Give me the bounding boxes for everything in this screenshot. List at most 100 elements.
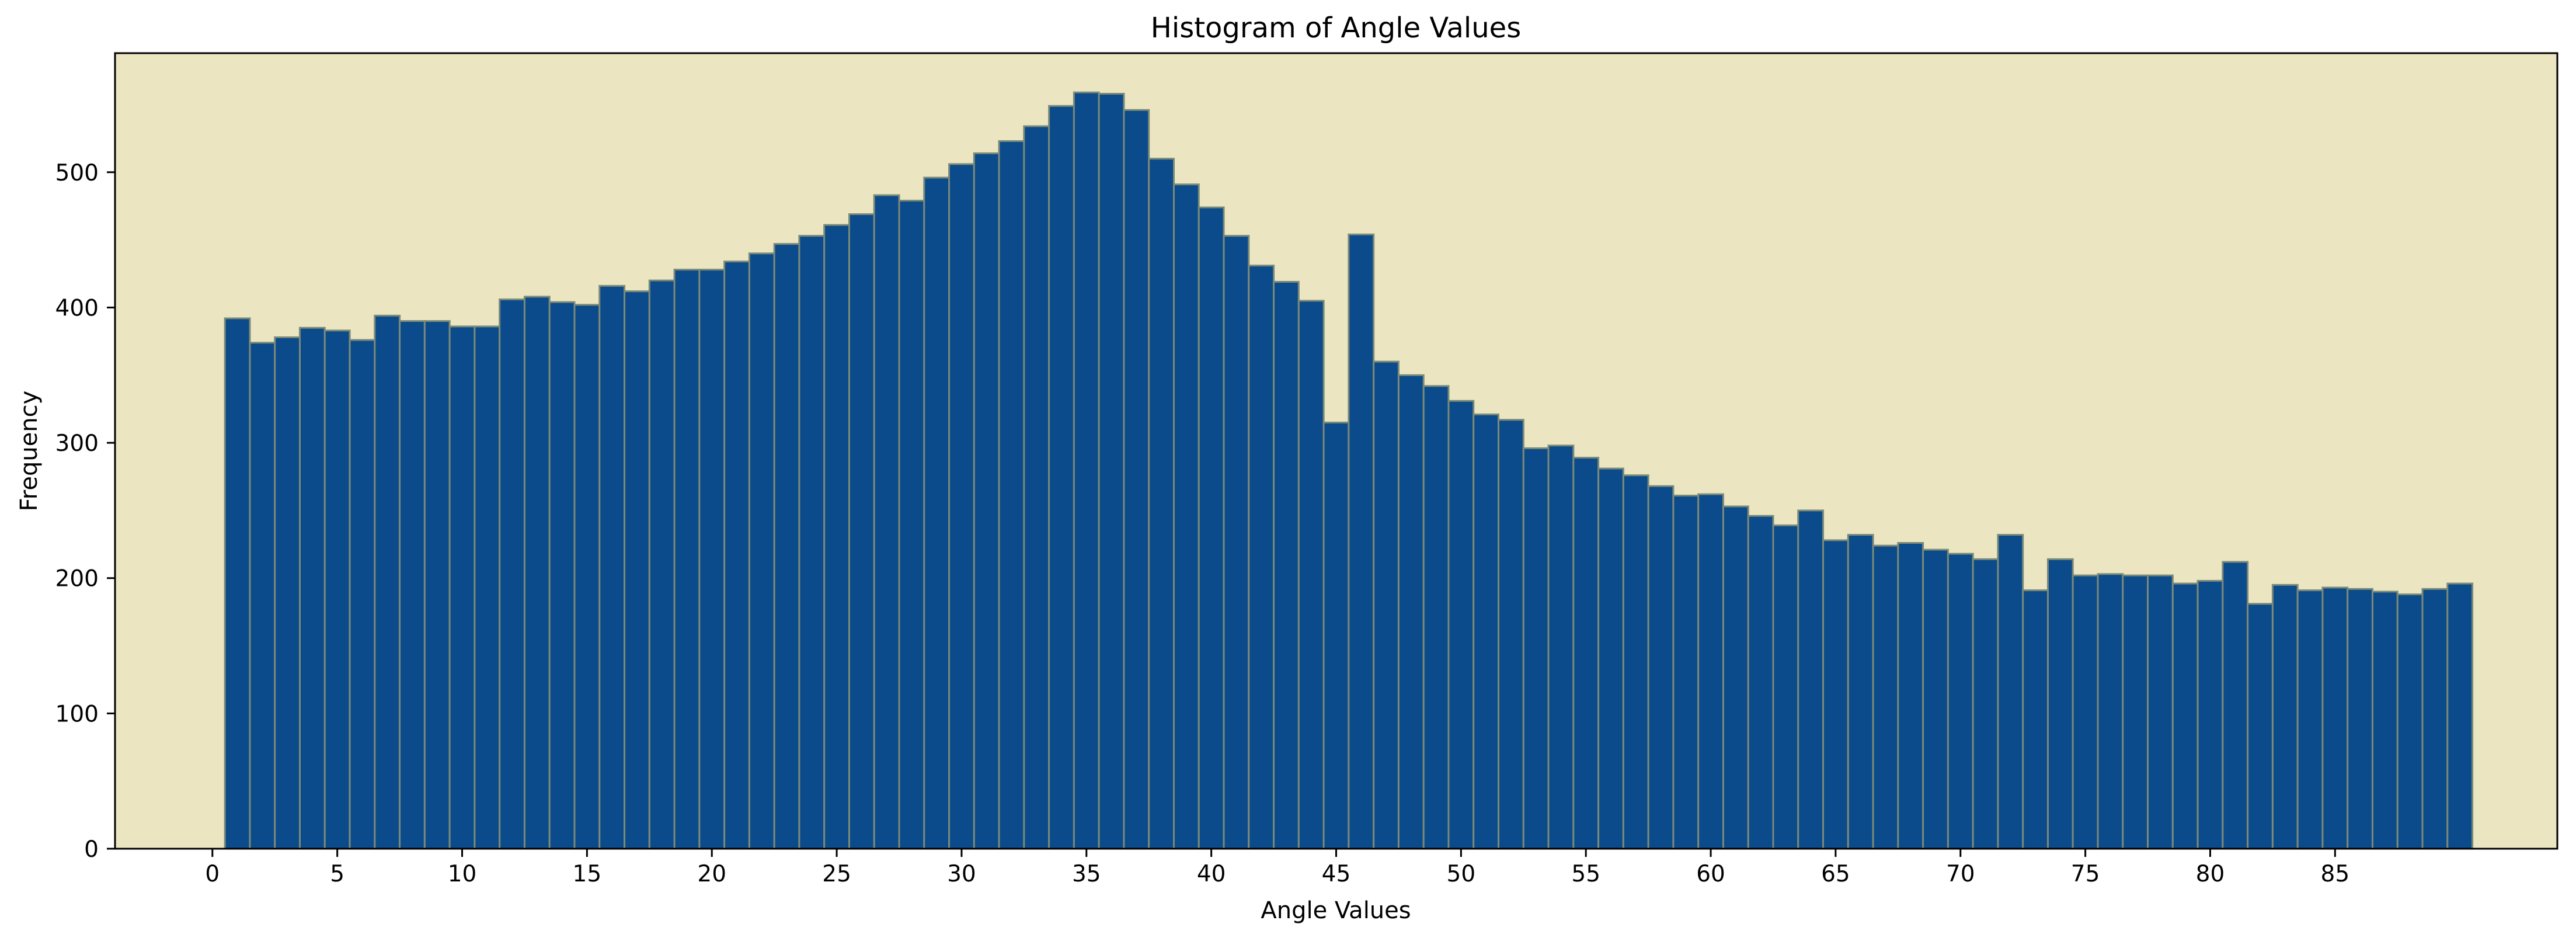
histogram-bar xyxy=(399,320,426,850)
histogram-bar xyxy=(1997,534,2024,850)
histogram-bar xyxy=(2321,586,2349,850)
histogram-bar xyxy=(1198,206,1225,850)
histogram-bar xyxy=(448,325,476,850)
histogram-bar xyxy=(1248,265,1275,850)
histogram-bar xyxy=(2171,582,2199,850)
histogram-bar xyxy=(374,314,401,850)
histogram-bar xyxy=(249,342,276,850)
y-tick-label: 200 xyxy=(55,566,99,592)
histogram-bar xyxy=(224,317,251,850)
histogram-bar xyxy=(1722,505,1749,850)
x-tick-label: 65 xyxy=(1821,861,1850,887)
histogram-bar xyxy=(1822,539,1849,850)
histogram-bar xyxy=(1023,125,1050,850)
x-tick-label: 80 xyxy=(2196,861,2225,887)
histogram-bar xyxy=(1672,494,1700,850)
histogram-bar xyxy=(1498,419,1524,850)
histogram-bar xyxy=(299,327,326,850)
histogram-bar xyxy=(1897,542,1924,850)
x-tick-label: 0 xyxy=(205,861,220,887)
histogram-bar xyxy=(1397,374,1425,850)
histogram-bar xyxy=(1772,524,1799,850)
y-axis-label: Frequency xyxy=(16,391,43,512)
histogram-bar xyxy=(1522,447,1550,850)
histogram-bar xyxy=(2421,588,2449,850)
histogram-bar xyxy=(1373,360,1400,850)
histogram-bar xyxy=(624,290,650,850)
histogram-bar xyxy=(548,301,576,850)
histogram-bar xyxy=(1348,233,1375,850)
histogram-bar xyxy=(1697,493,1724,850)
histogram-bar xyxy=(274,336,301,850)
histogram-bar xyxy=(1622,474,1649,850)
histogram-bar xyxy=(2222,561,2249,850)
y-axis-ticks: 0 100 200 300 400 500 xyxy=(55,160,115,863)
histogram-bar xyxy=(2147,574,2174,850)
histogram-bar xyxy=(1597,467,1624,850)
x-axis-label: Angle Values xyxy=(1261,897,1411,924)
x-tick-label: 30 xyxy=(947,861,976,887)
histogram-bar xyxy=(648,279,676,850)
x-tick-label: 70 xyxy=(1946,861,1975,887)
histogram-bar xyxy=(1223,235,1250,850)
histogram-bar xyxy=(1797,509,1825,850)
histogram-bar xyxy=(1872,544,1899,850)
histogram-bar xyxy=(1547,445,1575,850)
histogram-bar xyxy=(2396,593,2424,850)
x-axis-ticks: 0 5 10 15 20 25 30 35 40 45 50 55 60 65 70 75 80 85 xyxy=(205,849,2349,887)
histogram-bar xyxy=(598,284,626,850)
histogram-bar xyxy=(1647,485,1675,850)
histogram-bar xyxy=(2371,591,2399,850)
histogram-bar xyxy=(698,269,726,850)
histogram-bar xyxy=(323,329,351,850)
histogram-bar xyxy=(1947,553,1974,850)
histogram-bar xyxy=(349,339,376,850)
histogram-bar xyxy=(1073,91,1100,850)
histogram-bar xyxy=(2022,589,2049,850)
x-tick-label: 20 xyxy=(697,861,726,887)
x-tick-label: 85 xyxy=(2321,861,2350,887)
histogram-bar xyxy=(1098,92,1125,850)
histogram-bar xyxy=(723,261,750,850)
bars-group xyxy=(224,91,2474,850)
histogram-bar xyxy=(474,325,501,850)
histogram-bar xyxy=(773,243,800,850)
histogram-bar xyxy=(998,140,1025,850)
histogram-bar xyxy=(748,252,775,850)
x-tick-label: 25 xyxy=(822,861,851,887)
histogram-bar xyxy=(1297,300,1325,850)
histogram-bar xyxy=(2196,579,2224,850)
histogram-bar xyxy=(1273,280,1300,850)
x-tick-label: 15 xyxy=(573,861,602,887)
histogram-bar xyxy=(499,298,525,850)
histogram-bar xyxy=(1747,515,1774,850)
histogram-bar xyxy=(1172,183,1200,850)
histogram-bar xyxy=(1572,457,1600,850)
histogram-bar xyxy=(898,199,925,850)
histogram-bar xyxy=(823,224,850,850)
x-tick-label: 35 xyxy=(1072,861,1101,887)
histogram-bar xyxy=(1148,158,1175,850)
histogram-bar xyxy=(423,320,451,850)
histogram-bar xyxy=(1123,109,1150,850)
histogram-bar xyxy=(1322,421,1350,850)
y-tick-label: 300 xyxy=(55,430,99,457)
histogram-bar xyxy=(1473,413,1500,850)
histogram-bar xyxy=(2347,588,2373,850)
x-tick-label: 50 xyxy=(1447,861,1476,887)
histogram-bar xyxy=(1972,558,1999,850)
histogram-bar xyxy=(2446,582,2474,850)
histogram-bar xyxy=(848,213,875,850)
y-tick-label: 500 xyxy=(55,160,99,186)
histogram-bar xyxy=(523,296,551,850)
histogram-bar xyxy=(2046,558,2074,850)
x-tick-label: 45 xyxy=(1322,861,1351,887)
y-tick-label: 100 xyxy=(55,701,99,727)
histogram-bar xyxy=(2097,573,2124,850)
histogram-bar xyxy=(873,194,900,850)
histogram-bar xyxy=(673,269,701,850)
histogram-bar xyxy=(1847,534,1874,850)
histogram-bar xyxy=(948,163,975,850)
x-tick-label: 55 xyxy=(1571,861,1600,887)
y-tick-label: 400 xyxy=(55,295,99,321)
